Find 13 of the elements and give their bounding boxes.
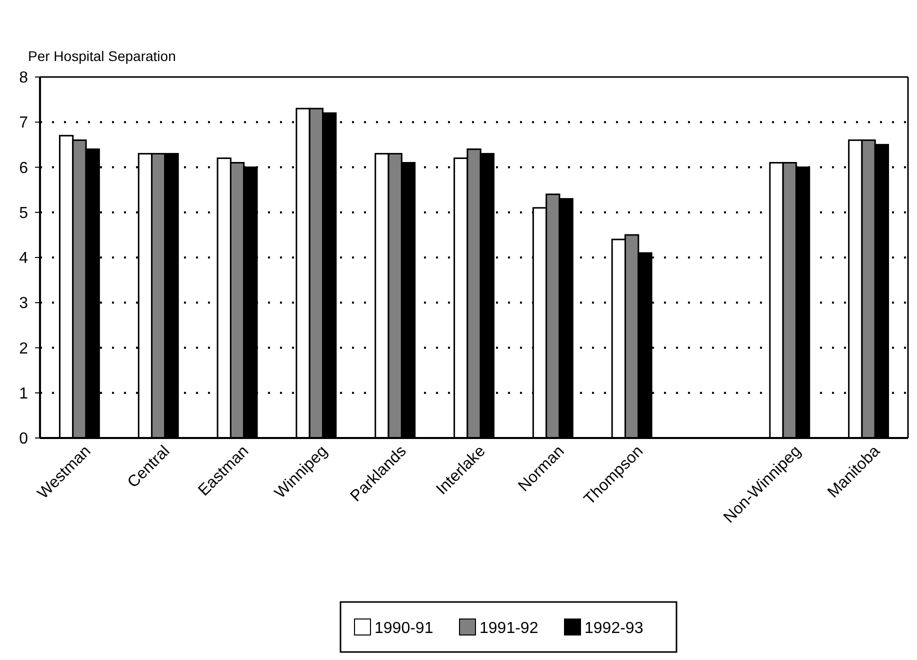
y-tick-label: 8: [19, 70, 28, 87]
legend-label: 1990-91: [374, 620, 434, 637]
legend-label: 1991-92: [480, 620, 538, 637]
y-tick-label: 5: [19, 204, 28, 222]
legend-label: 1992-93: [584, 620, 644, 637]
y-tick-label: 4: [19, 250, 28, 268]
y-tick-label: 6: [19, 160, 28, 177]
y-tick-label: 0: [19, 430, 28, 448]
y-tick-label: 7: [19, 114, 28, 132]
y-axis-title: Per Hospital Separation: [28, 48, 176, 64]
y-tick-label: 3: [19, 295, 28, 312]
y-tick-label: 1: [19, 385, 28, 402]
y-tick-label: 2: [19, 340, 28, 358]
